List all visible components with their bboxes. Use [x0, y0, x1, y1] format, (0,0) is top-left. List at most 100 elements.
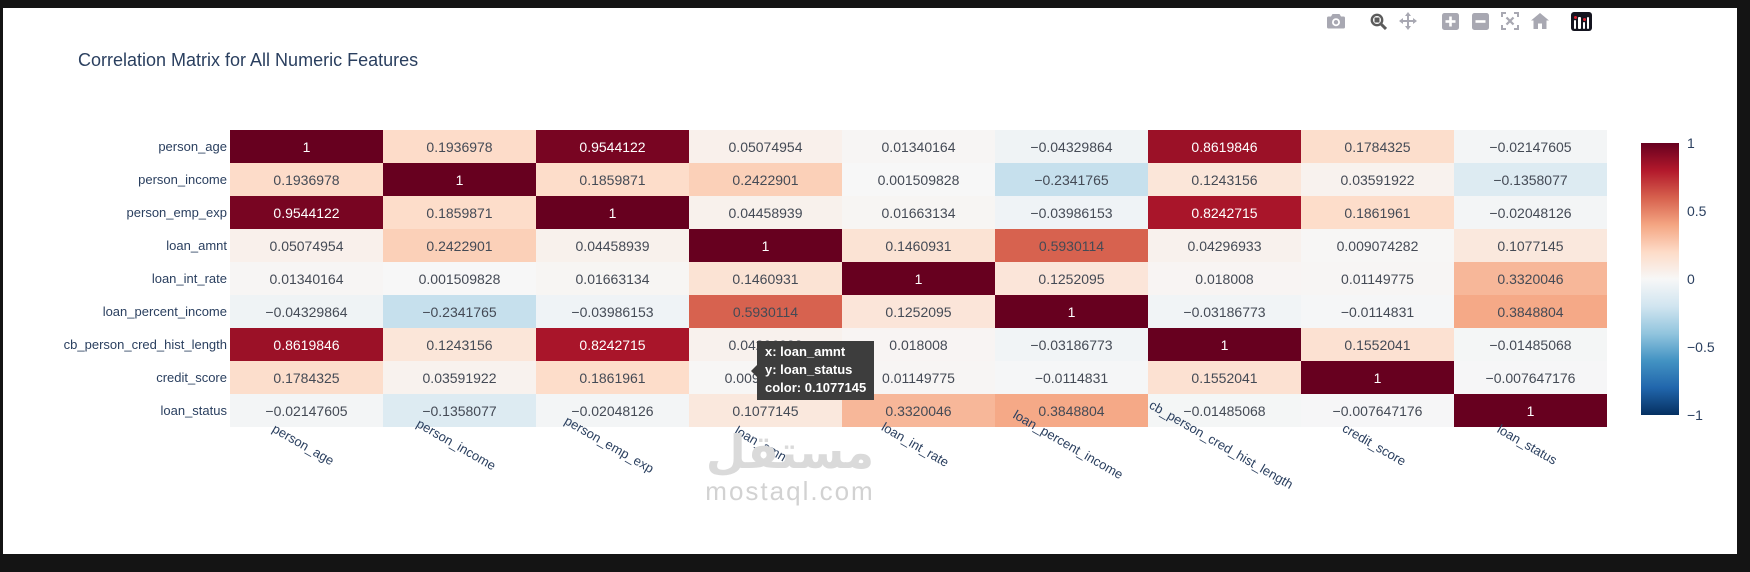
heatmap-cell[interactable]: 0.04296933: [1148, 229, 1301, 262]
heatmap-cell[interactable]: 0.9544122: [536, 130, 689, 163]
heatmap-cell[interactable]: 1: [383, 163, 536, 196]
x-tick-label: credit_score: [1339, 420, 1409, 469]
heatmap-cell[interactable]: 0.018008: [1148, 262, 1301, 295]
zoom-mode-button[interactable]: [1367, 12, 1389, 30]
x-tick-label: person_age: [269, 420, 337, 469]
heatmap-cell[interactable]: 0.8619846: [230, 328, 383, 361]
heatmap-cell[interactable]: −0.2341765: [995, 163, 1148, 196]
pan-mode-button[interactable]: [1397, 12, 1419, 30]
home-icon: [1531, 13, 1549, 29]
heatmap-cell[interactable]: 0.03591922: [1301, 163, 1454, 196]
heatmap-cell[interactable]: 0.1252095: [842, 295, 995, 328]
heatmap-cell[interactable]: 0.5930114: [995, 229, 1148, 262]
heatmap-cell[interactable]: 0.1936978: [383, 130, 536, 163]
heatmap-cell[interactable]: 0.3320046: [1454, 262, 1607, 295]
heatmap-cell[interactable]: −0.0114831: [995, 361, 1148, 394]
heatmap-cell[interactable]: 0.1252095: [995, 262, 1148, 295]
heatmap-cell[interactable]: 0.1861961: [1301, 196, 1454, 229]
heatmap-cell[interactable]: 0.1460931: [689, 262, 842, 295]
heatmap-cell[interactable]: 0.1243156: [1148, 163, 1301, 196]
heatmap-cell[interactable]: 0.1243156: [383, 328, 536, 361]
heatmap-cell[interactable]: 0.1784325: [230, 361, 383, 394]
heatmap-cell[interactable]: 0.1861961: [536, 361, 689, 394]
tooltip-x-line: x: loan_amnt: [765, 344, 846, 359]
heatmap-cell[interactable]: 0.04458939: [536, 229, 689, 262]
heatmap-cell[interactable]: 0.1077145: [1454, 229, 1607, 262]
autoscale-button[interactable]: [1499, 12, 1521, 30]
heatmap-cell[interactable]: 0.01340164: [230, 262, 383, 295]
heatmap-cell[interactable]: 0.01663134: [536, 262, 689, 295]
heatmap-cell[interactable]: 0.01340164: [842, 130, 995, 163]
tooltip-arrow: [751, 365, 757, 377]
heatmap-cell[interactable]: 0.3848804: [1454, 295, 1607, 328]
heatmap-cell[interactable]: 0.1784325: [1301, 130, 1454, 163]
autoscale-icon: [1501, 12, 1519, 30]
heatmap-cell[interactable]: −0.1358077: [383, 394, 536, 427]
heatmap-cell[interactable]: 0.001509828: [842, 163, 995, 196]
reset-axes-button[interactable]: [1529, 12, 1551, 30]
heatmap-cell[interactable]: 0.03591922: [383, 361, 536, 394]
zoom-out-button[interactable]: [1469, 12, 1491, 30]
x-tick-label: loan_status: [1494, 421, 1560, 468]
heatmap-cell[interactable]: 0.001509828: [383, 262, 536, 295]
heatmap-cell[interactable]: 0.01149775: [1301, 262, 1454, 295]
pan-arrows-icon: [1399, 12, 1417, 30]
heatmap-cell[interactable]: 0.04458939: [689, 196, 842, 229]
y-tick-label: loan_status: [160, 403, 228, 418]
watermark: مستقل mostaql.com: [705, 426, 874, 504]
heatmap-cell[interactable]: 0.8242715: [1148, 196, 1301, 229]
heatmap-cell[interactable]: 1: [689, 229, 842, 262]
heatmap-cell[interactable]: −0.04329864: [230, 295, 383, 328]
heatmap-cell[interactable]: 0.1552041: [1301, 328, 1454, 361]
heatmap-cell[interactable]: −0.04329864: [995, 130, 1148, 163]
heatmap-cell[interactable]: 0.8619846: [1148, 130, 1301, 163]
heatmap-cell[interactable]: −0.02147605: [230, 394, 383, 427]
heatmap-cell[interactable]: 1: [842, 262, 995, 295]
heatmap-cell[interactable]: 0.05074954: [230, 229, 383, 262]
heatmap-cell[interactable]: 0.009074282: [1301, 229, 1454, 262]
heatmap-cell[interactable]: 1: [1301, 361, 1454, 394]
heatmap-cell[interactable]: −0.03186773: [995, 328, 1148, 361]
zoom-in-button[interactable]: [1439, 12, 1461, 30]
heatmap-cell[interactable]: 1: [995, 295, 1148, 328]
heatmap-cell[interactable]: 1: [230, 130, 383, 163]
heatmap-cell[interactable]: 0.01663134: [842, 196, 995, 229]
heatmap-cell[interactable]: 0.1552041: [1148, 361, 1301, 394]
heatmap-cell[interactable]: 0.3848804: [995, 394, 1148, 427]
heatmap-cell[interactable]: −0.007647176: [1301, 394, 1454, 427]
heatmap-cell[interactable]: −0.03186773: [1148, 295, 1301, 328]
y-tick-label: person_income: [138, 172, 227, 187]
heatmap-cell[interactable]: −0.1358077: [1454, 163, 1607, 196]
heatmap-cell[interactable]: −0.03986153: [536, 295, 689, 328]
heatmap-cell[interactable]: 0.2422901: [383, 229, 536, 262]
colorbar-tick-label: −1: [1687, 407, 1703, 423]
heatmap-cell[interactable]: −0.2341765: [383, 295, 536, 328]
heatmap-cell[interactable]: −0.02048126: [1454, 196, 1607, 229]
heatmap-cell[interactable]: −0.0114831: [1301, 295, 1454, 328]
y-tick-label: loan_int_rate: [151, 271, 227, 286]
plot-panel: Correlation Matrix for All Numeric Featu…: [3, 8, 1737, 554]
heatmap-cell[interactable]: −0.03986153: [995, 196, 1148, 229]
heatmap-cell[interactable]: 0.1936978: [230, 163, 383, 196]
download-png-button[interactable]: [1325, 12, 1347, 30]
heatmap-cell[interactable]: 1: [1454, 394, 1607, 427]
heatmap-cell[interactable]: 1: [536, 196, 689, 229]
plotly-modebar: [1321, 11, 1592, 31]
heatmap-cell[interactable]: −0.01485068: [1148, 394, 1301, 427]
plotly-logo-button[interactable]: [1571, 11, 1592, 31]
heatmap-cell[interactable]: 0.9544122: [230, 196, 383, 229]
heatmap-cell[interactable]: 0.1859871: [536, 163, 689, 196]
heatmap-cell[interactable]: 0.8242715: [536, 328, 689, 361]
heatmap-cell[interactable]: 0.2422901: [689, 163, 842, 196]
heatmap-cell[interactable]: −0.02048126: [536, 394, 689, 427]
heatmap-cell[interactable]: 0.1859871: [383, 196, 536, 229]
watermark-domain-text: mostaql.com: [705, 476, 875, 506]
correlation-heatmap[interactable]: 1 0.1936978 0.9544122 0.05074954 0.01340164−…: [230, 130, 1607, 427]
heatmap-cell[interactable]: 0.1460931: [842, 229, 995, 262]
heatmap-cell[interactable]: −0.007647176: [1454, 361, 1607, 394]
heatmap-cell[interactable]: −0.02147605: [1454, 130, 1607, 163]
heatmap-cell[interactable]: 0.05074954: [689, 130, 842, 163]
heatmap-cell[interactable]: −0.01485068: [1454, 328, 1607, 361]
heatmap-cell[interactable]: 0.5930114: [689, 295, 842, 328]
heatmap-cell[interactable]: 1: [1148, 328, 1301, 361]
